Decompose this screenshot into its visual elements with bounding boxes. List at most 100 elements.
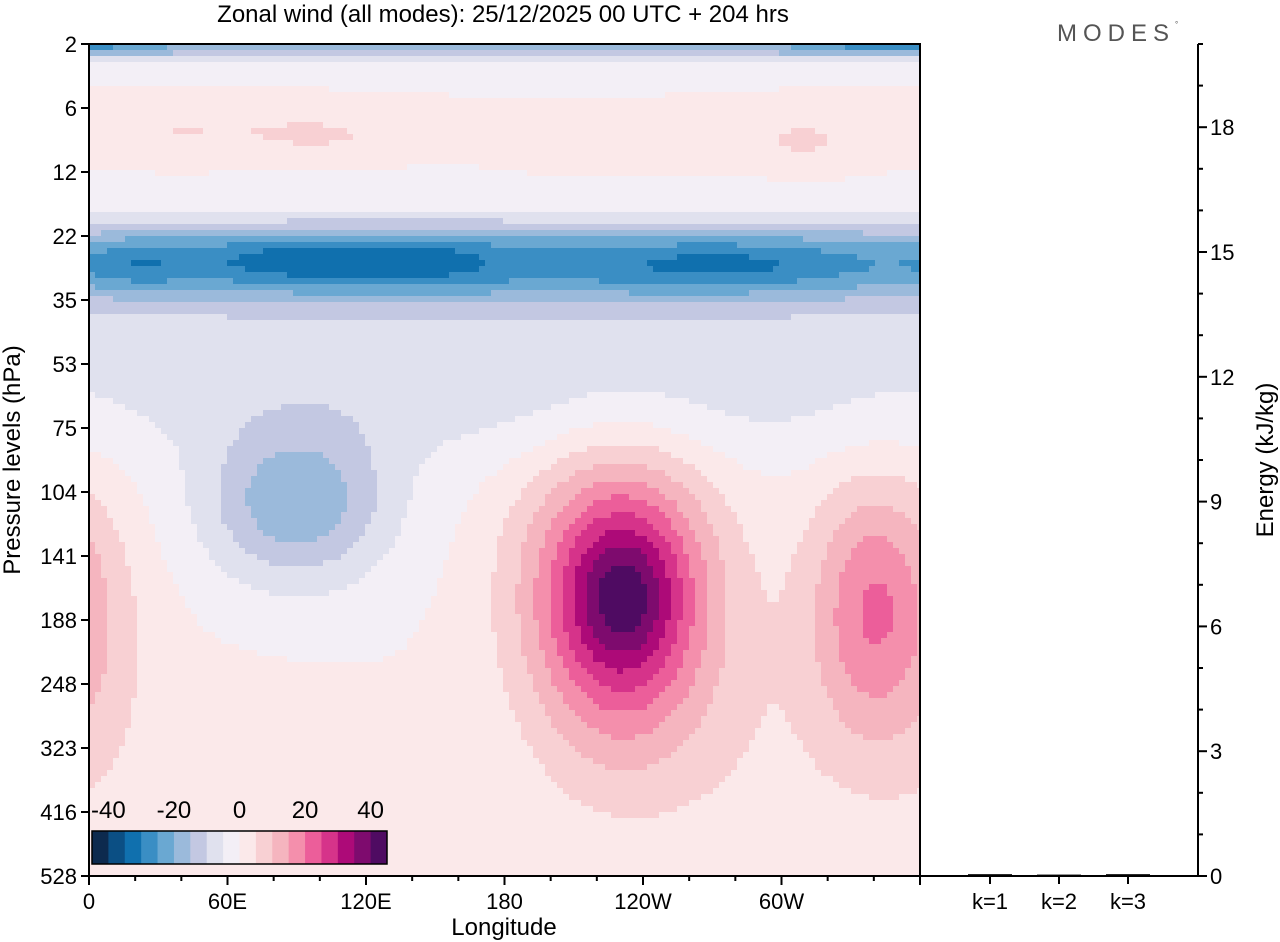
heatmap-cell [263,242,270,249]
heatmap-cell [887,104,894,111]
heatmap-cell [611,62,618,69]
heatmap-cell [125,146,132,153]
heatmap-cell [161,62,168,69]
heatmap-cell [269,242,276,249]
heatmap-cell [647,188,654,195]
heatmap-cell [197,236,204,243]
heatmap-cell [215,224,222,231]
heatmap-cell [419,146,426,153]
heatmap-cell [131,158,138,165]
heatmap-cell [287,80,294,87]
heatmap-cell [359,68,366,75]
heatmap-cell [425,68,432,75]
heatmap-cell [851,236,858,243]
heatmap-cell [623,188,630,195]
heatmap-cell [869,50,876,57]
heatmap-cell [467,116,474,123]
heatmap-cell [671,182,678,189]
heatmap-cell [851,254,858,261]
heatmap-cell [179,86,186,93]
heatmap-cell [119,68,126,75]
heatmap-cell [245,206,252,213]
heatmap-cell [155,50,162,57]
heatmap-cell [383,170,390,177]
heatmap-cell [761,218,768,225]
heatmap-cell [839,218,846,225]
heatmap-cell [737,110,744,117]
heatmap-cell [743,182,750,189]
heatmap-cell [719,74,726,81]
heatmap-cell [785,158,792,165]
heatmap-cell [281,152,288,159]
heatmap-cell [101,158,108,165]
heatmap-cell [275,206,282,213]
heatmap-cell [785,56,792,63]
heatmap-cell [155,68,162,75]
heatmap-cell [887,44,894,51]
heatmap-cell [671,92,678,99]
heatmap-cell [251,86,258,93]
heatmap-cell [779,74,786,81]
heatmap-cell [347,116,354,123]
heatmap-cell [671,98,678,105]
heatmap-cell [605,200,612,207]
heatmap-cell [521,74,528,81]
heatmap-cell [389,56,396,63]
heatmap-cell [419,212,426,219]
heatmap-cell [245,248,252,255]
heatmap-cell [197,230,204,237]
heatmap-cell [233,248,240,255]
heatmap-cell [419,116,426,123]
heatmap-cell [569,188,576,195]
heatmap-cell [851,116,858,123]
heatmap-cell [713,116,720,123]
heatmap-cell [755,248,762,255]
heatmap-cell [635,224,642,231]
heatmap-cell [401,212,408,219]
heatmap-cell [155,134,162,141]
heatmap-cell [899,170,906,177]
heatmap-cell [461,50,468,57]
heatmap-cell [623,158,630,165]
heatmap-cell [365,230,372,237]
heatmap-cell [557,104,564,111]
heatmap-cell [695,158,702,165]
heatmap-cell [347,242,354,249]
heatmap-cell [329,98,336,105]
heatmap-cell [797,146,804,153]
heatmap-cell [815,80,822,87]
heatmap-cell [281,188,288,195]
heatmap-cell [509,110,516,117]
heatmap-cell [143,74,150,81]
heatmap-cell [563,134,570,141]
heatmap-cell [455,146,462,153]
heatmap-cell [527,170,534,177]
heatmap-cell [107,62,114,69]
heatmap-cell [779,86,786,93]
heatmap-cell [95,164,102,171]
heatmap-cell [107,152,114,159]
heatmap-cell [557,224,564,231]
heatmap-cell [647,182,654,189]
heatmap-cell [731,170,738,177]
heatmap-cell [365,80,372,87]
heatmap-cell [785,98,792,105]
heatmap-cell [761,152,768,159]
heatmap-cell [791,188,798,195]
heatmap-cell [767,248,774,255]
heatmap-cell [323,44,330,51]
heatmap-cell [569,122,576,129]
heatmap-cell [869,110,876,117]
heatmap-cell [149,158,156,165]
heatmap-cell [545,80,552,87]
heatmap-cell [473,80,480,87]
heatmap-cell [641,104,648,111]
heatmap-cell [557,116,564,123]
heatmap-cell [659,74,666,81]
heatmap-cell [389,122,396,129]
heatmap-cell [497,158,504,165]
heatmap-cell [311,152,318,159]
heatmap-cell [359,74,366,81]
heatmap-cell [749,194,756,201]
heatmap-cell [875,200,882,207]
